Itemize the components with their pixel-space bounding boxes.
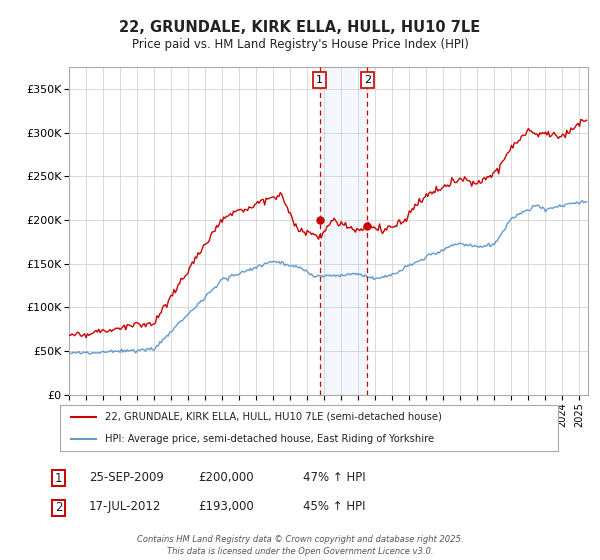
Text: 1: 1 bbox=[316, 75, 323, 85]
Text: 45% ↑ HPI: 45% ↑ HPI bbox=[303, 500, 365, 514]
FancyBboxPatch shape bbox=[60, 405, 558, 451]
Text: £200,000: £200,000 bbox=[198, 470, 254, 484]
Text: 2: 2 bbox=[364, 75, 371, 85]
FancyBboxPatch shape bbox=[52, 500, 65, 516]
Text: Price paid vs. HM Land Registry's House Price Index (HPI): Price paid vs. HM Land Registry's House … bbox=[131, 38, 469, 50]
Text: 47% ↑ HPI: 47% ↑ HPI bbox=[303, 470, 365, 484]
Text: 17-JUL-2012: 17-JUL-2012 bbox=[89, 500, 161, 514]
Text: 1: 1 bbox=[55, 472, 62, 485]
Text: £193,000: £193,000 bbox=[198, 500, 254, 514]
Text: 22, GRUNDALE, KIRK ELLA, HULL, HU10 7LE (semi-detached house): 22, GRUNDALE, KIRK ELLA, HULL, HU10 7LE … bbox=[105, 412, 442, 422]
Text: 25-SEP-2009: 25-SEP-2009 bbox=[89, 470, 164, 484]
Bar bbox=[320, 67, 367, 395]
Text: 22, GRUNDALE, KIRK ELLA, HULL, HU10 7LE: 22, GRUNDALE, KIRK ELLA, HULL, HU10 7LE bbox=[119, 20, 481, 35]
Text: Contains HM Land Registry data © Crown copyright and database right 2025.
This d: Contains HM Land Registry data © Crown c… bbox=[137, 535, 463, 556]
Text: 2: 2 bbox=[55, 501, 62, 515]
FancyBboxPatch shape bbox=[52, 470, 65, 486]
Text: HPI: Average price, semi-detached house, East Riding of Yorkshire: HPI: Average price, semi-detached house,… bbox=[105, 434, 434, 444]
